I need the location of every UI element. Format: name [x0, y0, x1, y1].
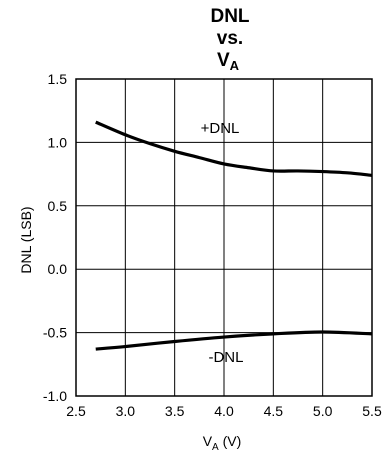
xlabel-unit: (V): [219, 433, 242, 449]
y-tick-label: 0.5: [48, 198, 68, 214]
x-tick-label: 4.0: [214, 403, 234, 419]
title-line-2: vs.: [217, 28, 243, 49]
title-line-1: DNL: [210, 6, 249, 27]
x-tick-label: 4.5: [264, 403, 284, 419]
annotation-minus-dnl: -DNL: [208, 349, 243, 366]
x-tick-label: 3.0: [116, 403, 136, 419]
annotation-plus-dnl: +DNL: [201, 120, 240, 137]
x-tick-label: 5.0: [313, 403, 333, 419]
chart-title: DNL vs. VA: [210, 6, 249, 73]
tick-labels: 2.5 3.0 3.5 4.0 4.5 5.0 5.5 -1.0 -0.5 0.0 0.5 1.0 1.…: [43, 71, 382, 419]
x-tick-label: 2.5: [66, 403, 86, 419]
x-tick-label: 5.5: [362, 403, 382, 419]
title-v: V: [217, 50, 230, 71]
title-subscript-a: A: [230, 58, 240, 73]
y-tick-label: -0.5: [43, 325, 67, 341]
x-tick-label: 3.5: [165, 403, 185, 419]
series-lines: [95, 120, 373, 351]
grid: [76, 79, 372, 396]
xlabel-subscript-a: A: [212, 442, 219, 453]
y-tick-label: 1.0: [48, 134, 68, 150]
series-line-minus-dnl: [95, 330, 373, 351]
title-line-3: VA: [217, 50, 240, 73]
y-tick-label: -1.0: [43, 388, 67, 404]
plot-frame: [75, 78, 373, 397]
y-tick-label: 1.5: [48, 71, 68, 87]
x-axis-label: VA (V): [203, 433, 242, 453]
y-axis-label: DNL (LSB): [18, 206, 34, 273]
series-line-plus-dnl: [95, 120, 373, 177]
xlabel-v: V: [203, 433, 213, 449]
y-tick-label: 0.0: [48, 261, 68, 277]
